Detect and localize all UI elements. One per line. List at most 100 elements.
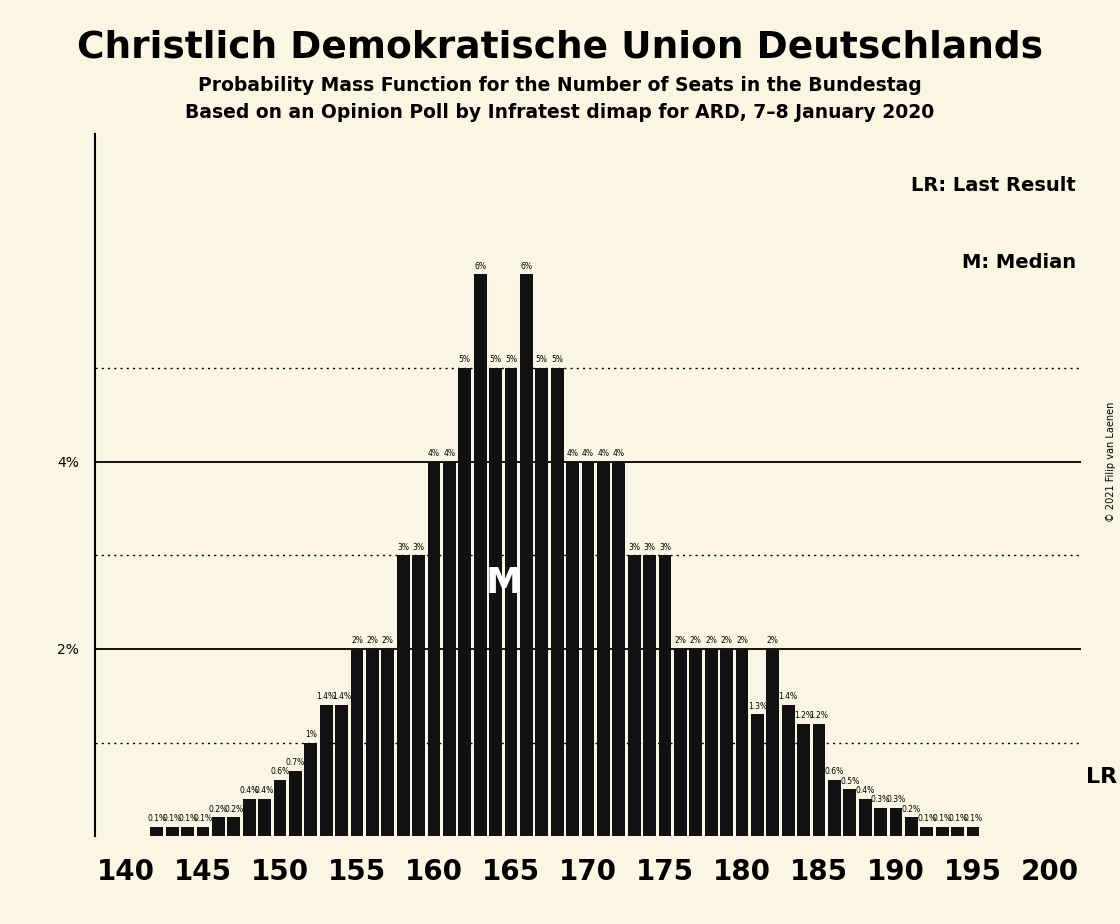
Bar [752, 714, 764, 836]
Bar [259, 798, 271, 836]
Text: 2%: 2% [351, 637, 363, 645]
Text: 2%: 2% [720, 637, 732, 645]
Bar [967, 827, 979, 836]
Bar [212, 818, 225, 836]
Text: 5%: 5% [459, 356, 470, 364]
Text: 2%: 2% [706, 637, 717, 645]
Text: Probability Mass Function for the Number of Seats in the Bundestag: Probability Mass Function for the Number… [198, 76, 922, 95]
Bar [428, 462, 440, 836]
Text: 1.2%: 1.2% [794, 711, 813, 720]
Bar [489, 368, 502, 836]
Text: 0.1%: 0.1% [963, 814, 982, 823]
Text: 0.1%: 0.1% [194, 814, 213, 823]
Text: 5%: 5% [551, 356, 563, 364]
Text: 4%: 4% [582, 449, 594, 458]
Text: 1.2%: 1.2% [810, 711, 829, 720]
Text: 1.4%: 1.4% [332, 692, 352, 701]
Text: LR: LR [1085, 767, 1117, 786]
Bar [474, 274, 486, 836]
Text: © 2021 Filip van Laenen: © 2021 Filip van Laenen [1107, 402, 1116, 522]
Text: 3%: 3% [398, 542, 409, 552]
Bar [227, 818, 240, 836]
Text: 0.3%: 0.3% [886, 796, 906, 805]
Bar [905, 818, 917, 836]
Text: 1.3%: 1.3% [748, 701, 767, 711]
Bar [643, 555, 656, 836]
Bar [551, 368, 563, 836]
Bar [921, 827, 933, 836]
Bar [351, 649, 363, 836]
Text: 3%: 3% [659, 542, 671, 552]
Bar [181, 827, 194, 836]
Text: 0.1%: 0.1% [162, 814, 181, 823]
Text: 1.4%: 1.4% [317, 692, 336, 701]
Bar [535, 368, 548, 836]
Bar [674, 649, 687, 836]
Text: 3%: 3% [412, 542, 424, 552]
Bar [720, 649, 732, 836]
Bar [197, 827, 209, 836]
Bar [444, 462, 456, 836]
Bar [320, 705, 333, 836]
Text: 0.3%: 0.3% [871, 796, 890, 805]
Text: LR: Last Result: LR: Last Result [912, 176, 1076, 195]
Bar [505, 368, 517, 836]
Text: 4%: 4% [613, 449, 625, 458]
Bar [581, 462, 595, 836]
Text: 2%: 2% [674, 637, 687, 645]
Bar [628, 555, 641, 836]
Text: Based on an Opinion Poll by Infratest dimap for ARD, 7–8 January 2020: Based on an Opinion Poll by Infratest di… [186, 103, 934, 123]
Text: 0.4%: 0.4% [856, 786, 875, 795]
Text: 0.7%: 0.7% [286, 758, 305, 767]
Bar [613, 462, 625, 836]
Text: 4%: 4% [444, 449, 456, 458]
Text: 0.4%: 0.4% [240, 786, 259, 795]
Text: 0.1%: 0.1% [933, 814, 952, 823]
Bar [936, 827, 949, 836]
Bar [412, 555, 424, 836]
Text: 0.2%: 0.2% [208, 805, 228, 814]
Bar [273, 780, 287, 836]
Bar [828, 780, 841, 836]
Bar [366, 649, 379, 836]
Bar [875, 808, 887, 836]
Bar [813, 723, 825, 836]
Text: 1%: 1% [305, 730, 317, 739]
Text: M: M [485, 566, 521, 601]
Text: 3%: 3% [644, 542, 655, 552]
Bar [859, 798, 871, 836]
Text: 3%: 3% [628, 542, 641, 552]
Text: 5%: 5% [535, 356, 548, 364]
Bar [782, 705, 794, 836]
Bar [520, 274, 533, 836]
Text: 0.2%: 0.2% [224, 805, 243, 814]
Bar [843, 789, 856, 836]
Text: 5%: 5% [489, 356, 502, 364]
Text: 2%: 2% [366, 637, 379, 645]
Bar [289, 771, 301, 836]
Bar [567, 462, 579, 836]
Text: 2%: 2% [690, 637, 702, 645]
Bar [335, 705, 348, 836]
Text: M: Median: M: Median [962, 253, 1076, 273]
Text: 0.6%: 0.6% [270, 767, 290, 776]
Bar [690, 649, 702, 836]
Bar [889, 808, 903, 836]
Text: 0.1%: 0.1% [917, 814, 936, 823]
Bar [382, 649, 394, 836]
Text: 0.2%: 0.2% [902, 805, 921, 814]
Text: 0.6%: 0.6% [824, 767, 844, 776]
Text: 0.1%: 0.1% [948, 814, 968, 823]
Bar [396, 555, 410, 836]
Bar [797, 723, 810, 836]
Text: 2%: 2% [736, 637, 748, 645]
Text: 6%: 6% [474, 261, 486, 271]
Bar [166, 827, 178, 836]
Bar [736, 649, 748, 836]
Bar [659, 555, 671, 836]
Text: 6%: 6% [521, 261, 532, 271]
Text: 2%: 2% [767, 637, 778, 645]
Text: 0.1%: 0.1% [147, 814, 167, 823]
Bar [458, 368, 472, 836]
Text: 0.1%: 0.1% [178, 814, 197, 823]
